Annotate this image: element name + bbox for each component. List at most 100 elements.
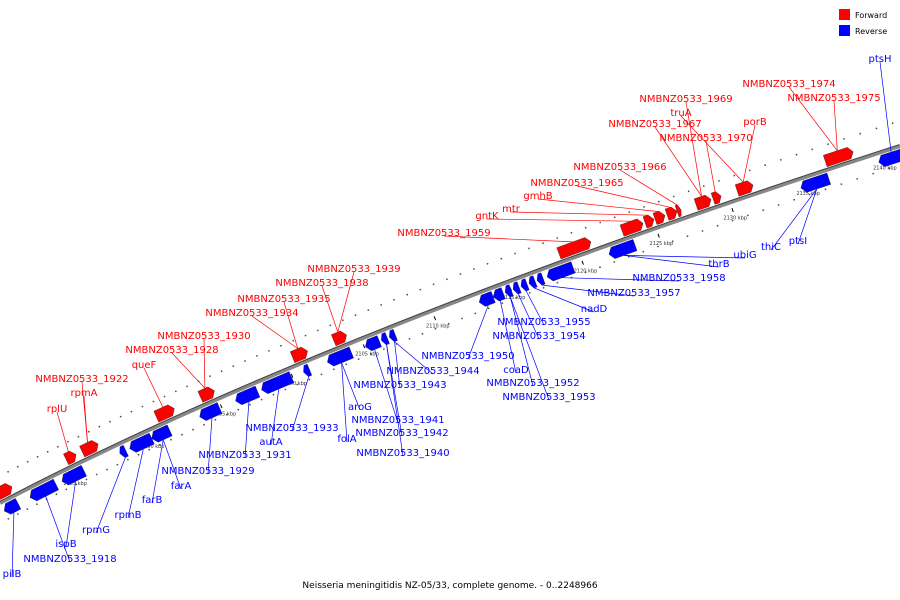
kbp-tick-mark	[433, 316, 437, 321]
legend-label-reverse: Reverse	[855, 27, 887, 36]
kbp-tick-mark	[219, 404, 223, 409]
kbp-tick-label: 2110 kbp	[426, 324, 450, 330]
gene-label: NMBNZ0533_1954	[492, 331, 585, 342]
track-dot	[367, 309, 370, 311]
track-dot	[36, 503, 38, 506]
track-dot	[7, 470, 9, 473]
gene-label: NMBNZ0533_1934	[205, 308, 298, 319]
track-dot	[393, 298, 395, 301]
label-leader-line	[341, 362, 348, 443]
label-leader-line	[705, 140, 716, 192]
gene-label: aroG	[348, 402, 372, 413]
track-dot	[46, 450, 49, 453]
gene-label: rpmB	[114, 510, 141, 521]
track-dot	[109, 420, 111, 423]
forward-gene	[642, 214, 655, 229]
reverse-gene	[492, 287, 506, 302]
track-dot	[77, 435, 80, 438]
label-leader-line	[151, 439, 164, 504]
track-dot	[718, 180, 720, 182]
track-dot	[85, 478, 88, 481]
track-dot	[432, 283, 435, 286]
forward-gene	[63, 450, 77, 466]
forward-gene	[197, 386, 215, 403]
label-leader-line	[386, 344, 403, 437]
label-leader-line	[394, 341, 401, 389]
track-dot	[686, 235, 689, 238]
legend-swatch-reverse	[839, 25, 850, 36]
label-leader-line	[623, 255, 746, 259]
legend-label-forward: Forward	[855, 11, 887, 20]
track-dot	[87, 430, 90, 433]
label-leader-line	[11, 512, 15, 578]
gene-label: ispB	[55, 539, 76, 550]
track-dot	[487, 307, 490, 310]
track-dot	[584, 226, 587, 229]
track-dot	[26, 460, 29, 463]
track-dot	[209, 375, 211, 378]
label-leader-line	[95, 457, 126, 534]
label-leader-line	[534, 287, 595, 313]
track-dot	[859, 132, 862, 135]
track-dot	[408, 338, 411, 340]
track-dot	[67, 440, 69, 443]
track-dot	[332, 368, 335, 371]
label-leader-line	[525, 290, 545, 326]
gene-label: NMBNZ0533_1939	[307, 264, 400, 275]
gene-label: rplU	[47, 404, 68, 415]
gene-label: NMBNZ0533_1975	[787, 93, 880, 104]
track-dot	[152, 400, 155, 403]
track-dot	[419, 288, 422, 291]
gene-label: NMBNZ0533_1955	[497, 317, 590, 328]
kbp-tick-label: 2100 kbp	[283, 381, 307, 387]
forward-gene	[331, 330, 347, 347]
label-leader-line	[467, 305, 489, 360]
forward-gene	[619, 218, 644, 237]
label-leader-line	[171, 352, 206, 389]
track-dot	[446, 278, 448, 281]
track-dot	[203, 423, 206, 426]
forward-gene	[734, 180, 754, 197]
track-dot	[159, 443, 161, 446]
gene-label: NMBNZ0533_1928	[125, 345, 218, 356]
gene-label: ptsH	[869, 54, 892, 65]
track-dot	[119, 415, 122, 418]
kbp-tick-label: 2105 kbp	[355, 352, 379, 358]
track-dot	[106, 468, 108, 471]
label-leader-line	[833, 100, 838, 151]
label-leader-line	[291, 376, 310, 432]
track-dot	[570, 231, 573, 234]
gene-label: NMBNZ0533_1974	[742, 79, 835, 90]
track-dot	[824, 188, 827, 191]
track-dot	[856, 178, 859, 180]
label-leader-line	[576, 185, 671, 208]
gene-label: NMBNZ0533_1942	[355, 428, 448, 439]
track-dot	[528, 247, 530, 250]
track-dot	[272, 393, 275, 396]
gene-label: rpmG	[82, 525, 110, 536]
reverse-gene	[199, 402, 223, 421]
gene-label: nadD	[581, 304, 608, 315]
label-leader-line	[509, 296, 550, 401]
gene-label: NMBNZ0533_1930	[157, 331, 250, 342]
label-leader-line	[337, 271, 355, 333]
track-dot	[354, 314, 357, 317]
track-dot	[459, 273, 462, 275]
reverse-gene	[608, 239, 638, 259]
track-dot	[827, 143, 829, 146]
track-dot	[148, 448, 151, 451]
track-dot	[613, 261, 616, 263]
gene-label: NMBNZ0533_1967	[608, 119, 701, 130]
kbp-tick-mark	[657, 233, 660, 238]
reverse-gene	[878, 148, 900, 167]
kbp-tick-label: 2095 kbp	[213, 412, 237, 418]
track-dot	[779, 159, 782, 161]
gene-label: queF	[132, 360, 157, 371]
kbp-tick-label: 2130 kbp	[723, 216, 747, 222]
track-dot	[308, 378, 311, 381]
track-dot	[256, 355, 258, 357]
gene-label: pilB	[3, 569, 22, 580]
kbp-tick-mark	[290, 373, 294, 378]
